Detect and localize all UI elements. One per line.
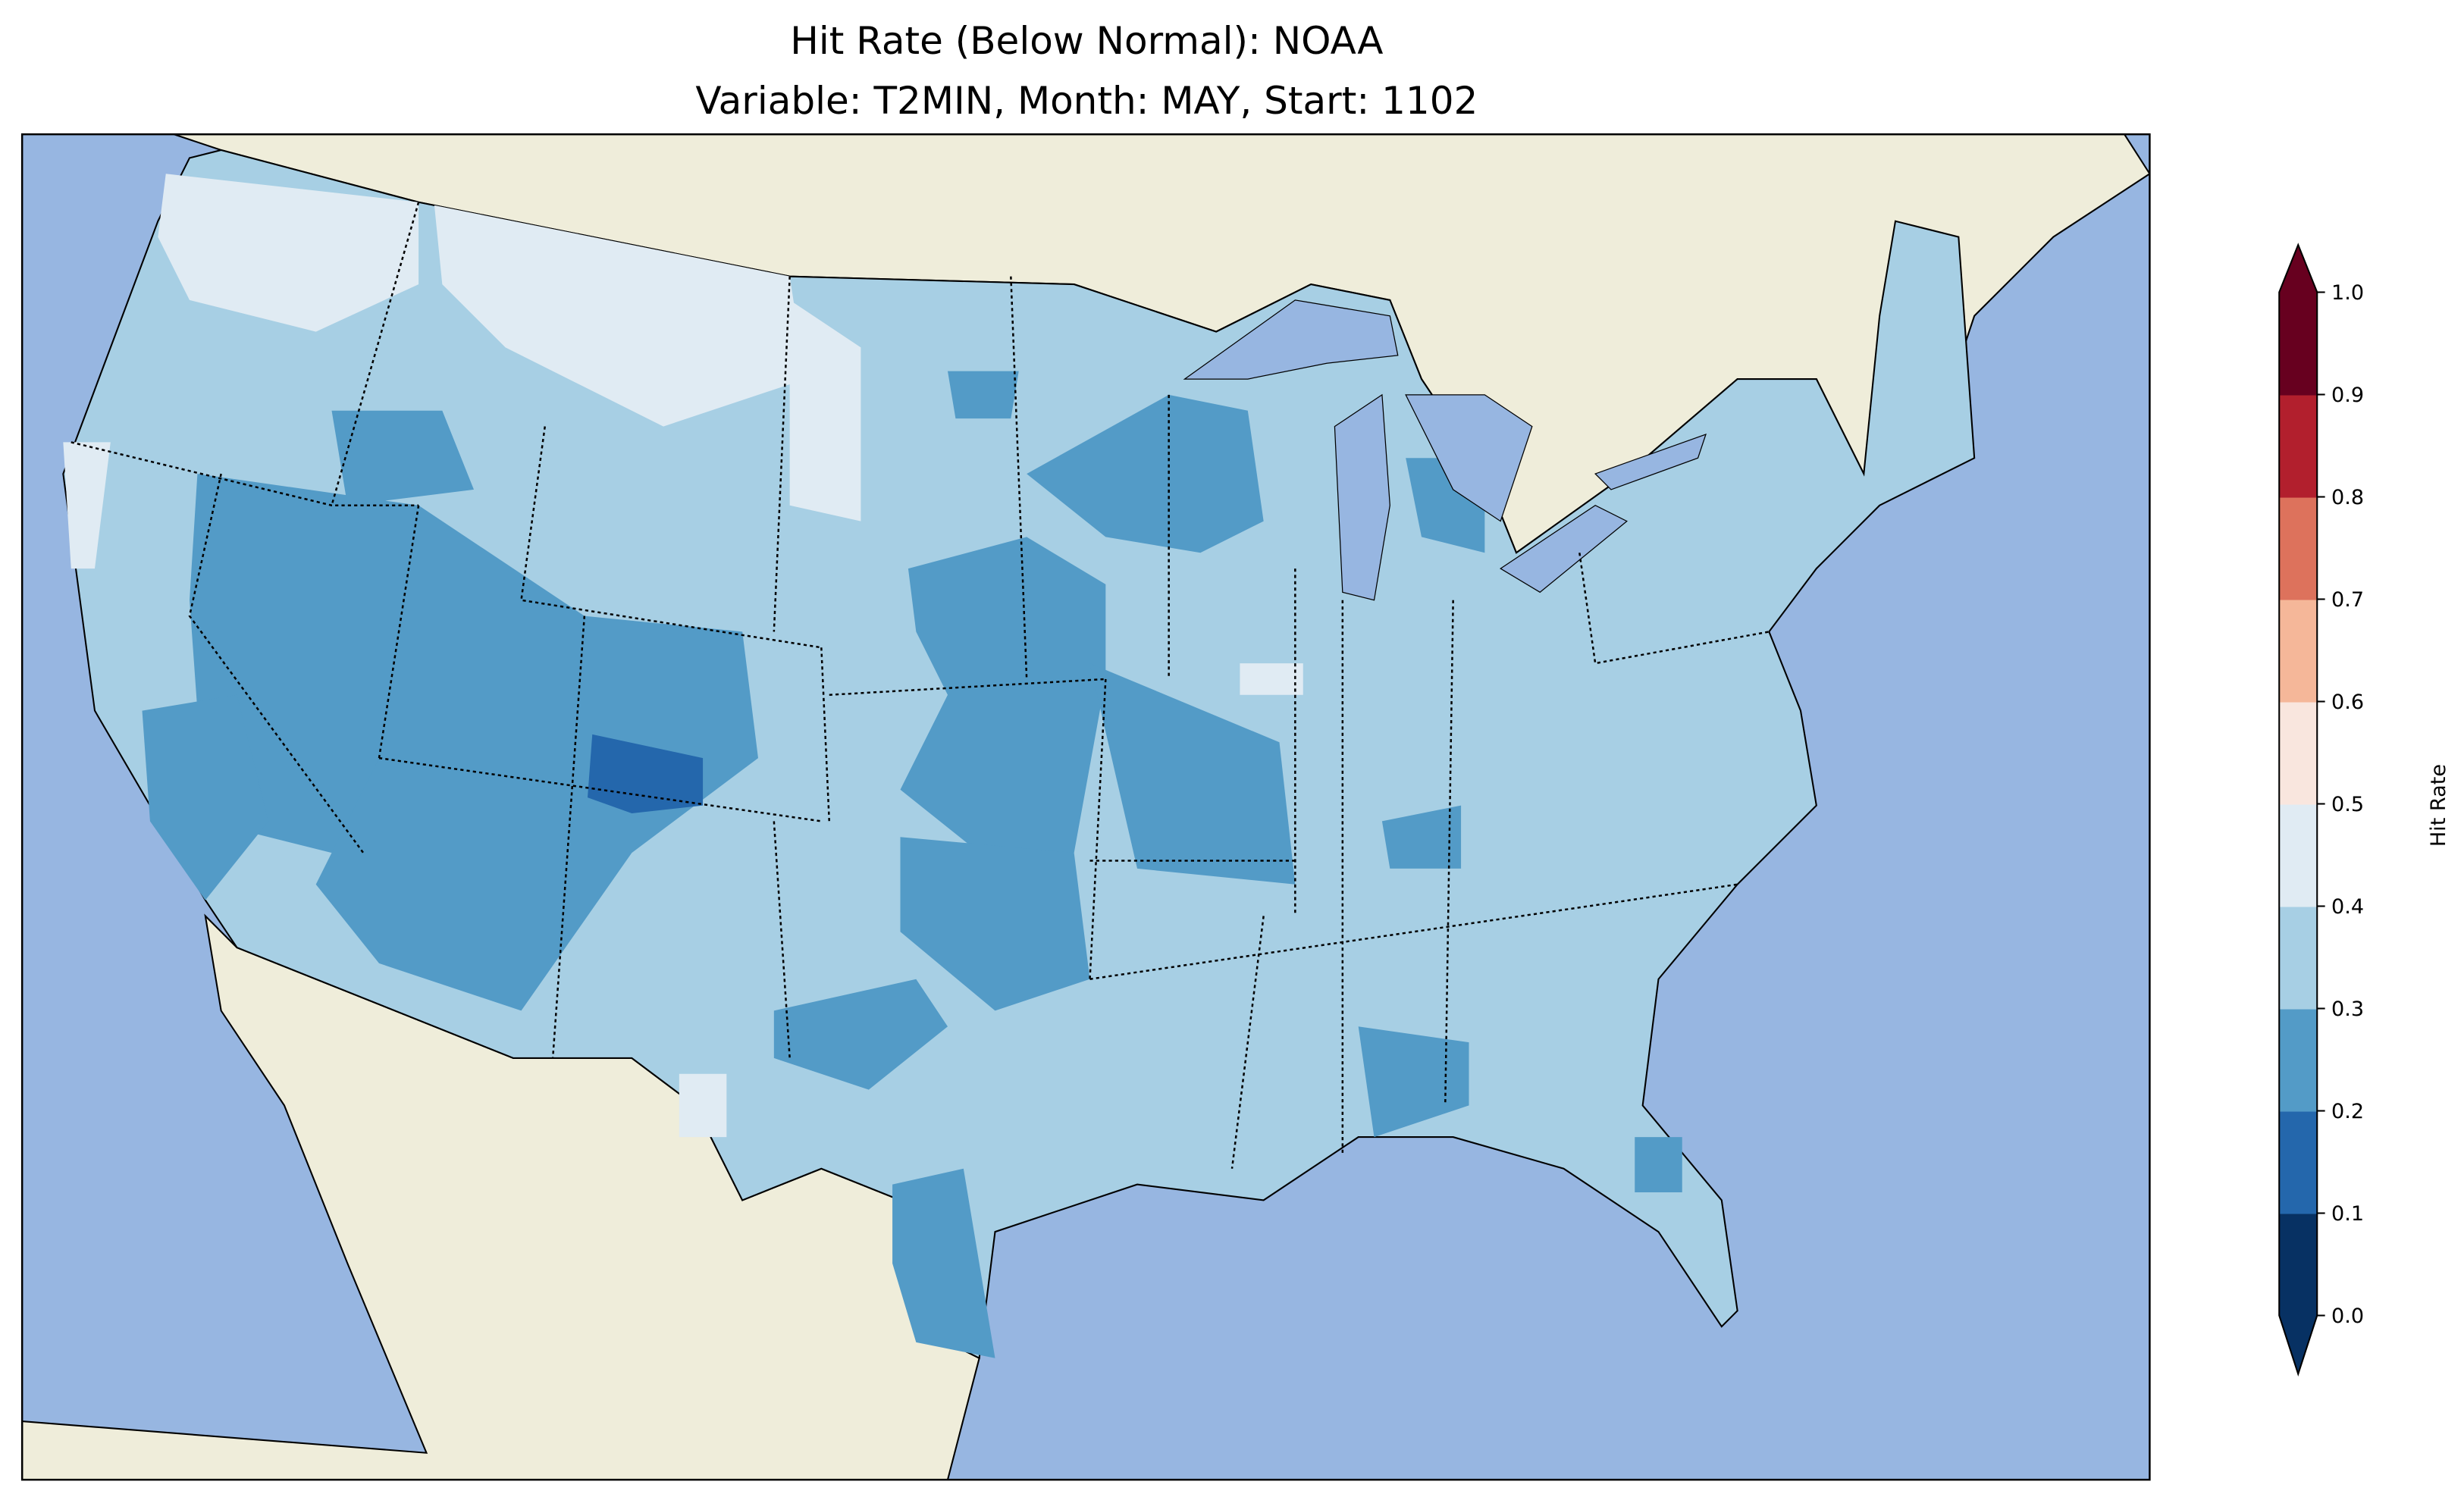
- hit-rate-patches-medium: [142, 371, 1682, 1358]
- colorbar-over-arrow: [2279, 245, 2318, 293]
- colorbar-segment: [2279, 394, 2318, 498]
- colorbar-segment: [2279, 1213, 2318, 1317]
- colorbar-tick-label: 0.0: [2331, 1305, 2364, 1328]
- colorbar-tick-label: 0.6: [2331, 691, 2364, 714]
- colorbar-segment: [2279, 292, 2318, 396]
- colorbar-tick-label: 0.3: [2331, 998, 2364, 1021]
- hit-rate-patches-light: [63, 174, 1303, 1138]
- colorbar-tick-label: 1.0: [2331, 281, 2364, 305]
- hit-rate-patch-dark: [588, 734, 704, 813]
- colorbar-segment: [2279, 599, 2318, 703]
- colorbar-segment: [2279, 803, 2318, 907]
- colorbar-tick-label: 0.2: [2331, 1100, 2364, 1123]
- title-line-1: Hit Rate (Below Normal): NOAA: [790, 19, 1383, 63]
- colorbar-tick-label: 0.5: [2331, 793, 2364, 816]
- great-lakes: [1183, 299, 1707, 601]
- title-line-2: Variable: T2MIN, Month: MAY, Start: 1102: [695, 79, 1478, 123]
- map-panel: [20, 133, 2151, 1481]
- colorbar-segment: [2279, 1110, 2318, 1214]
- colorbar-segment: [2279, 701, 2318, 805]
- map-frame: [20, 133, 2151, 1481]
- colorbar-tick-label: 0.8: [2331, 486, 2364, 509]
- colorbar-tick-label: 0.1: [2331, 1202, 2364, 1226]
- colorbar-tick-label: 0.7: [2331, 588, 2364, 612]
- colorbar-segment: [2279, 1008, 2318, 1112]
- colorbar-tick-label: 0.9: [2331, 384, 2364, 407]
- colorbar-segment: [2279, 906, 2318, 1010]
- state-borders: [71, 202, 1770, 1169]
- colorbar: 0.0 0.1 0.2 0.3 0.4 0.5 0.6 0.7 0.8 0.9 1.0: [2278, 243, 2364, 1377]
- colorbar-under-arrow: [2279, 1315, 2318, 1374]
- colorbar-label: Hit Rate: [2427, 764, 2450, 847]
- colorbar-segment: [2279, 496, 2318, 600]
- colorbar-tick-label: 0.4: [2331, 895, 2364, 919]
